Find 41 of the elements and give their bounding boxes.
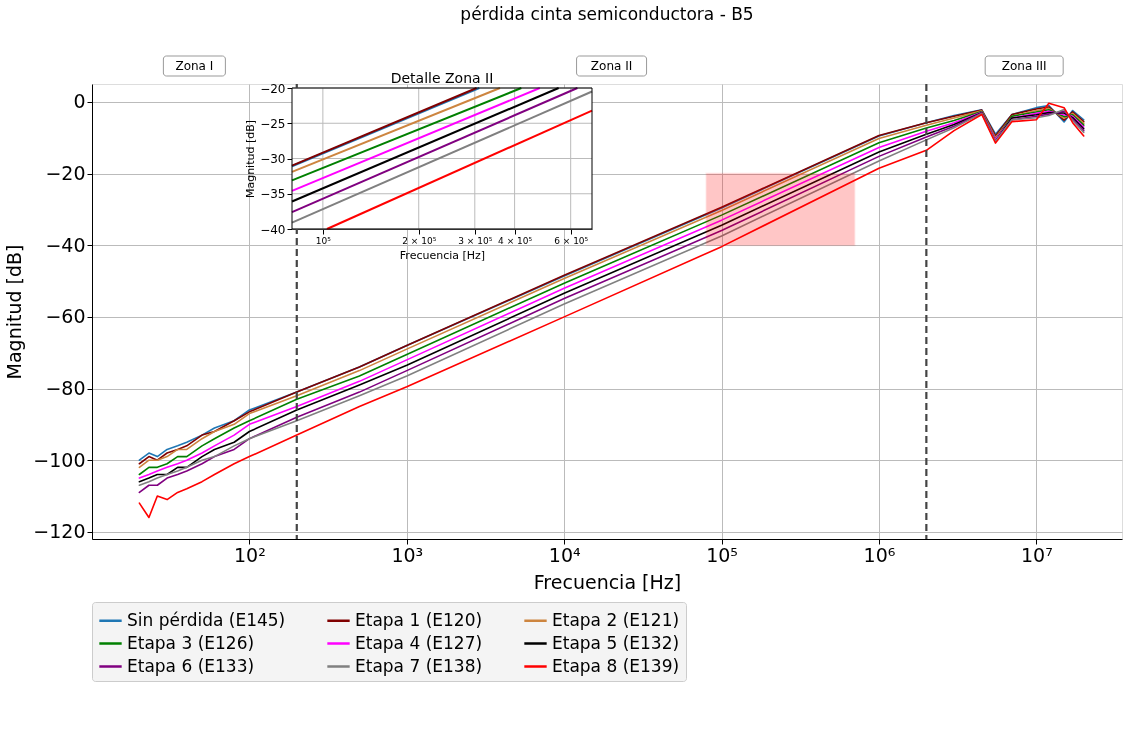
text: Zona III [1001,59,1047,73]
legend-label: Etapa 5 (E132) [552,632,680,653]
x-tick-label: 10⁴ [548,543,581,566]
legend-label: Etapa 3 (E126) [127,632,255,653]
x-tick-label: 10² [234,543,266,566]
legend-label: Etapa 1 (E120) [355,609,483,630]
x-tick-label: 10⁶ [863,543,896,566]
y-tick-label: −80 [45,377,86,400]
x-tick-label: 2 × 10⁵ [402,235,437,246]
legend-label: Etapa 8 (E139) [552,655,680,676]
y-tick-label: −25 [260,116,286,131]
legend-label: Etapa 4 (E127) [355,632,483,653]
y-axis-title: Magnitud [dB] [244,119,258,199]
x-tick-label: 4 × 10⁵ [498,235,533,246]
x-axis-title: Frecuencia [Hz] [533,570,682,593]
legend-label: Etapa 2 (E121) [552,609,680,630]
y-tick-label: −120 [33,520,86,543]
y-tick-label: −35 [260,187,286,202]
x-axis-title: Frecuencia [Hz] [399,248,486,262]
x-tick-label: 10³ [391,543,424,566]
y-tick-label: −100 [33,448,86,471]
chart-title: Detalle Zona II [390,70,494,86]
y-tick-label: −30 [260,152,286,166]
y-tick-label: 0 [73,90,86,113]
x-tick-label: 10⁵ [706,543,738,566]
x-tick-label: 6 × 10⁵ [554,235,589,246]
y-tick-label: −40 [260,222,286,237]
y-axis-title: Magnitud [dB] [3,244,26,380]
text: Zona I [175,59,214,73]
x-tick-label: 10⁷ [1020,543,1053,566]
text: Zona II [590,59,633,73]
x-tick-label: 3 × 10⁵ [458,235,493,246]
legend-label: Etapa 6 (E133) [127,655,255,676]
y-tick-label: −20 [260,81,286,96]
y-tick-label: −60 [45,305,86,328]
legend-label: Etapa 7 (E138) [355,655,483,676]
legend-label: Sin pérdida (E145) [127,609,286,630]
x-tick-label: 10⁵ [315,235,332,246]
y-tick-label: −40 [45,233,86,256]
chart-title: pérdida cinta semiconductora - B5 [460,3,754,24]
y-tick-label: −20 [45,162,86,185]
